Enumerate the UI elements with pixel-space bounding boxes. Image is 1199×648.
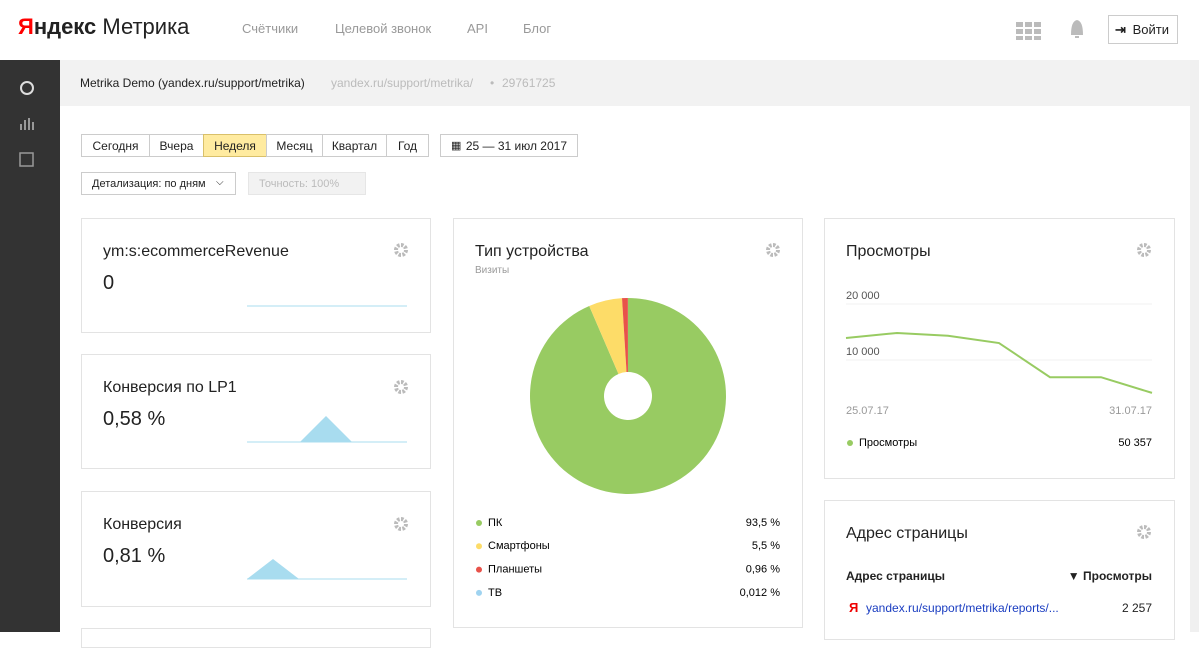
gear-icons[interactable] — [396, 245, 1149, 537]
legend-label: Просмотры — [859, 437, 917, 449]
legend-value: 93,5 % — [746, 517, 780, 529]
legend-label: Смартфоны — [488, 540, 550, 552]
y-tick-label: 20 000 — [846, 290, 880, 302]
legend-dot — [847, 440, 853, 446]
legend-label: ТВ — [488, 587, 502, 599]
charts: ПК 93,5 % Смартфоны 5,5 % Планшеты 0,96 % ТВ 0,… — [0, 0, 1199, 632]
legend-value: 0,96 % — [746, 564, 780, 576]
y-tick-label: 10 000 — [846, 346, 880, 358]
line — [846, 333, 1152, 393]
x-tick-label: 31.07.17 — [1109, 405, 1152, 417]
sparklines — [247, 306, 407, 579]
legend-dot — [476, 567, 482, 573]
page: Яндекс Метрика Счётчики Целевой звонок A… — [0, 0, 1199, 632]
total-value: 50 357 — [1118, 437, 1152, 449]
legend-dot — [476, 520, 482, 526]
legend-value: 5,5 % — [752, 540, 780, 552]
x-tick-label: 25.07.17 — [846, 405, 889, 417]
legend-value: 0,012 % — [740, 587, 781, 599]
legend-dot — [476, 590, 482, 596]
legend-dot — [476, 543, 482, 549]
legend-label: Планшеты — [488, 564, 542, 576]
legend-label: ПК — [488, 517, 503, 529]
